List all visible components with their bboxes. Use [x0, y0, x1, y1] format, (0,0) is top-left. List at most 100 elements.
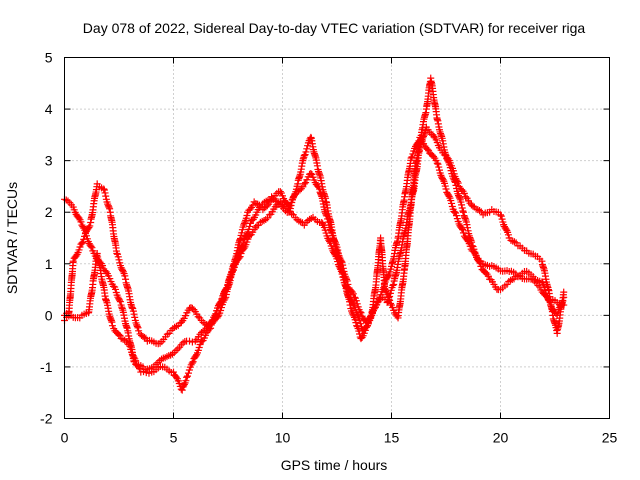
grid-lines — [64, 57, 610, 419]
data-point-plus — [88, 244, 96, 252]
data-point-plus — [334, 246, 342, 254]
x-tick-label: 15 — [384, 430, 400, 446]
data-point-plus — [433, 159, 441, 167]
data-point-plus — [79, 223, 87, 231]
data-point-plus — [126, 342, 134, 350]
y-tick-label: 0 — [45, 307, 53, 323]
data-point-plus — [339, 261, 347, 269]
data-point-plus — [171, 323, 179, 331]
data-point-plus — [441, 182, 449, 190]
data-point-plus — [286, 202, 294, 210]
data-point-plus — [300, 151, 308, 159]
data-point-plus — [128, 304, 136, 312]
data-point-plus — [462, 193, 470, 201]
data-point-plus — [140, 333, 148, 341]
data-point-plus — [497, 211, 504, 219]
data-point-plus — [183, 373, 191, 381]
data-point-plus — [448, 199, 456, 207]
data-point-plus — [337, 257, 345, 265]
data-point-plus — [217, 306, 225, 314]
data-point-plus — [302, 148, 310, 156]
data-point-plus — [130, 310, 138, 318]
data-point-plus — [111, 285, 119, 293]
data-point-plus — [105, 203, 113, 211]
data-point-plus — [241, 218, 249, 226]
data-point-plus — [276, 188, 284, 196]
data-point-plus — [221, 295, 229, 303]
data-point-plus — [357, 320, 365, 328]
x-tick-label: 25 — [602, 430, 618, 446]
data-point-plus — [459, 207, 467, 215]
data-point-plus — [178, 386, 186, 394]
y-tick-label: 1 — [45, 256, 53, 272]
data-point-plus — [135, 327, 143, 335]
data-point-plus — [86, 222, 94, 230]
data-point-plus — [246, 205, 254, 213]
data-point-plus — [189, 358, 197, 366]
y-tick-label: -1 — [40, 359, 53, 375]
data-point-plus — [477, 262, 485, 270]
data-point-plus — [458, 224, 466, 232]
data-point-plus — [240, 244, 248, 252]
data-point-plus — [407, 154, 415, 162]
data-point-plus — [119, 267, 127, 275]
data-point-plus — [374, 298, 382, 306]
data-point-plus — [252, 199, 260, 207]
data-point-plus — [361, 326, 369, 334]
data-point-plus — [476, 259, 484, 267]
data-point-plus — [450, 207, 458, 215]
data-point-plus — [435, 163, 443, 171]
data-point-plus — [389, 303, 397, 311]
data-point-plus — [327, 227, 335, 235]
data-point-plus — [132, 357, 140, 365]
data-point-plus — [295, 217, 303, 225]
data-point-plus — [364, 322, 372, 330]
data-point-plus — [504, 231, 512, 239]
data-point-plus — [322, 211, 330, 219]
data-point-plus — [238, 229, 246, 237]
data-point-plus — [349, 290, 357, 298]
data-point-plus — [131, 313, 139, 321]
data-point-plus — [442, 185, 450, 193]
data-point-plus — [323, 212, 331, 220]
data-point-plus — [498, 215, 506, 223]
data-point-plus — [101, 189, 109, 197]
data-point-plus — [177, 318, 185, 326]
data-point-plus — [180, 380, 188, 388]
plot-frame — [64, 57, 610, 419]
data-point-plus — [195, 343, 203, 351]
data-point-plus — [134, 324, 142, 332]
x-tick-label: 10 — [275, 430, 291, 446]
data-point-plus — [458, 201, 466, 209]
data-point-plus — [502, 225, 510, 233]
data-point-plus — [100, 185, 108, 193]
data-point-plus — [507, 276, 515, 284]
data-point-plus — [352, 319, 360, 327]
data-point-plus — [75, 214, 83, 222]
series-track-3 — [61, 123, 568, 348]
data-point-plus — [449, 167, 457, 175]
y-tick-label: 5 — [45, 50, 53, 66]
data-point-plus — [156, 339, 164, 347]
data-point-plus — [344, 280, 352, 288]
data-point-plus — [116, 332, 124, 340]
data-point-plus — [460, 189, 468, 197]
data-point-plus — [116, 296, 124, 304]
data-point-plus — [130, 353, 138, 361]
data-point-plus — [69, 257, 77, 265]
data-point-plus — [114, 253, 122, 261]
data-point-plus — [329, 231, 337, 239]
x-tick-label: 0 — [61, 430, 69, 446]
data-point-plus — [87, 242, 95, 250]
data-point-plus — [328, 228, 336, 236]
data-point-plus — [106, 205, 114, 213]
x-tick-label: 5 — [170, 430, 178, 446]
data-point-plus — [339, 264, 347, 272]
y-tick-label: 2 — [45, 204, 53, 220]
data-point-plus — [386, 289, 394, 297]
data-point-plus — [383, 298, 391, 306]
data-point-plus — [497, 212, 505, 220]
x-tick-label: 20 — [493, 430, 509, 446]
data-point-plus — [509, 237, 517, 245]
